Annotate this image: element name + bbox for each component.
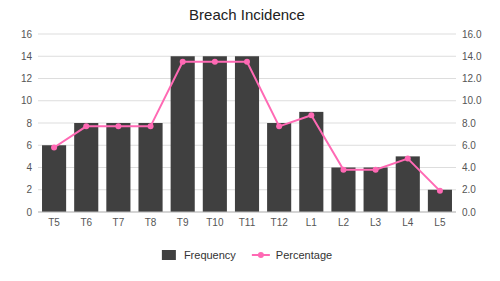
legend-label: Frequency [184, 249, 236, 261]
y2-tick-label: 12.0 [462, 73, 482, 84]
marker [373, 167, 379, 173]
bar [203, 56, 227, 212]
bar [267, 123, 291, 212]
x-axis-line [38, 212, 456, 213]
legend-item: Frequency [162, 249, 236, 261]
y-tick-label: 14 [21, 51, 33, 62]
y2-tick-label: 10.0 [462, 95, 482, 106]
marker [115, 123, 121, 129]
x-tick-label: T7 [113, 217, 125, 228]
marker [308, 112, 314, 118]
legend: Frequency Percentage [162, 249, 332, 261]
marker [51, 144, 57, 150]
title: Breach Incidence [189, 6, 305, 23]
marker [340, 167, 346, 173]
x-tick-label: L3 [370, 217, 382, 228]
x-tick-label: L4 [402, 217, 414, 228]
marker [244, 59, 250, 65]
x-tick-label: T8 [145, 217, 157, 228]
chart: Breach Incidence 0 2 4 6 8 10 12 14 16 0.0 2.0 4.0 6.… [0, 0, 500, 281]
plot-area [42, 56, 452, 212]
y2-tick-label: 16.0 [462, 29, 482, 40]
y-tick-label: 16 [21, 29, 33, 40]
bar [42, 145, 66, 212]
x-tick-label: L1 [306, 217, 318, 228]
bar [331, 168, 355, 213]
y-tick-label: 0 [26, 207, 32, 218]
grid-line [38, 212, 456, 213]
y-tick-label: 6 [26, 140, 32, 151]
marker [83, 123, 89, 129]
x-tick-label: T10 [206, 217, 224, 228]
bar [138, 123, 162, 212]
legend-marker [258, 252, 264, 258]
x-tick-label: L2 [338, 217, 350, 228]
y-tick-label: 8 [26, 118, 32, 129]
bar [299, 112, 323, 212]
bar [396, 156, 420, 212]
x-tick-label: L5 [434, 217, 446, 228]
line [54, 62, 440, 191]
y-tick-label: 10 [21, 95, 33, 106]
legend-item: Percentage [252, 249, 332, 261]
x-tick-label: T6 [80, 217, 92, 228]
y2-tick-label: 4.0 [462, 162, 476, 173]
marker [180, 59, 186, 65]
legend-swatch [162, 250, 176, 260]
marker [148, 123, 154, 129]
marker [405, 156, 411, 162]
y2-tick-label: 14.0 [462, 51, 482, 62]
grid-line [38, 34, 456, 35]
marker [437, 188, 443, 194]
y2-tick-label: 8.0 [462, 118, 476, 129]
x-tick-label: T9 [177, 217, 189, 228]
y2-tick-label: 2.0 [462, 184, 476, 195]
x-tick-label: T5 [48, 217, 60, 228]
bar [364, 168, 388, 213]
chart-container: Breach Incidence 0 2 4 6 8 10 12 14 16 0.0 2.0 4.0 6.… [0, 0, 500, 281]
marker [212, 59, 218, 65]
y-tick-label: 2 [26, 184, 32, 195]
x-tick-label: T11 [239, 217, 256, 228]
y-tick-label: 12 [21, 73, 33, 84]
y2-tick-label: 0.0 [462, 207, 476, 218]
y2-tick-label: 6.0 [462, 140, 476, 151]
x-tick-label: T12 [271, 217, 289, 228]
y-tick-label: 4 [26, 162, 32, 173]
legend-label: Percentage [276, 249, 332, 261]
bar [74, 123, 98, 212]
bar [106, 123, 130, 212]
marker [276, 123, 282, 129]
